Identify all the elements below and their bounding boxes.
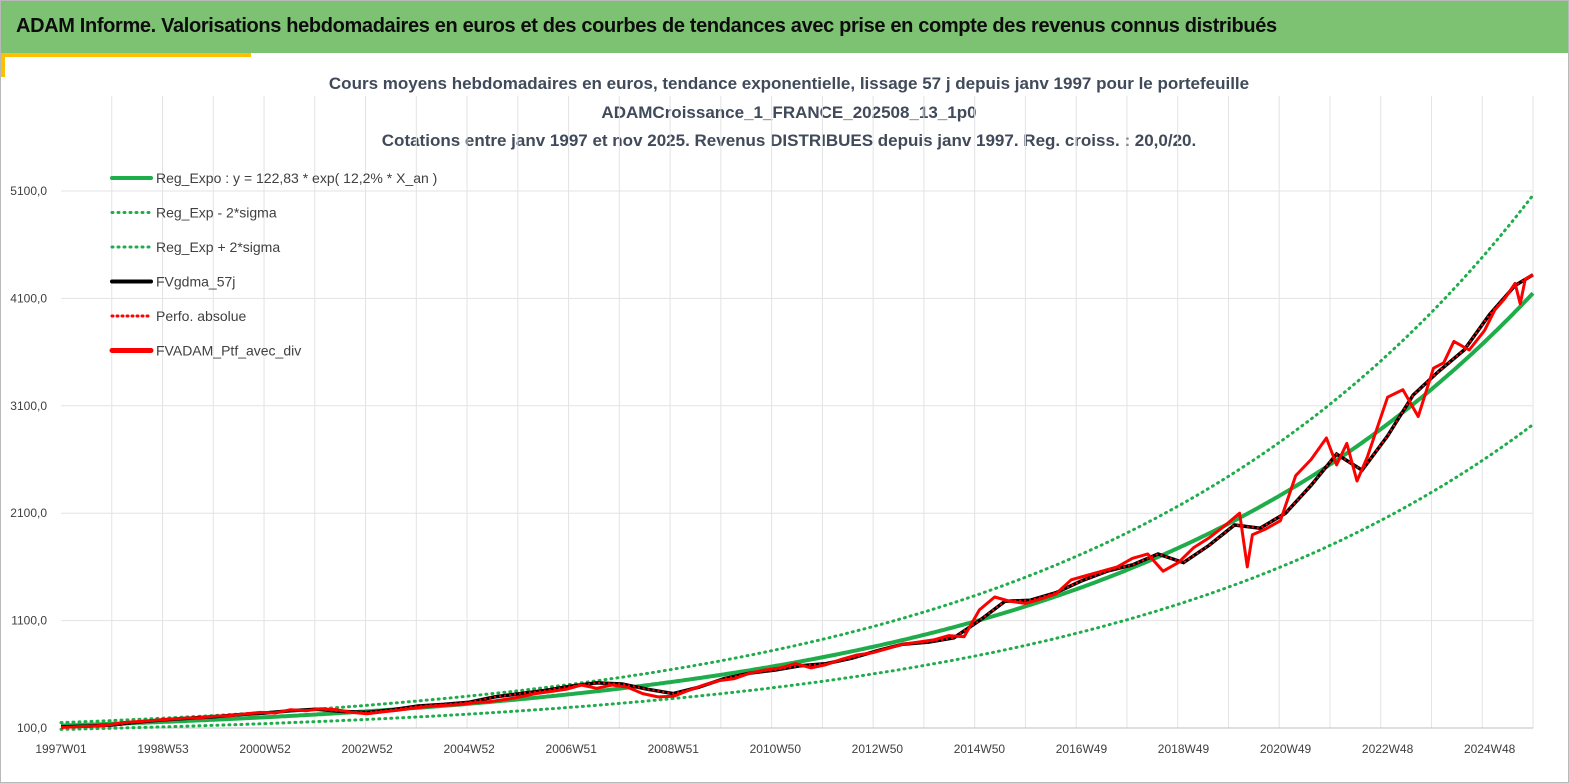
legend-label: FVADAM_Ptf_avec_div [156,343,301,359]
series-fvadam-line [60,273,1534,729]
x-tick-label: 2000W52 [239,742,291,756]
x-tick-label: 2020W49 [1260,742,1312,756]
chart-title: Cours moyens hebdomadaires en euros, ten… [329,74,1249,150]
x-tick-label: 2004W52 [443,742,495,756]
trend-line [61,291,1535,728]
chart-title-line-1: Cours moyens hebdomadaires en euros, ten… [329,74,1249,93]
y-tick-label: 2100,0 [10,506,47,520]
x-tick-label: 1997W01 [35,742,87,756]
chart-title-line-2: ADAMCroissance_1_FRANCE_202508_13_1p0 [601,103,976,122]
y-tick-label: 1100,0 [11,614,47,628]
trend-lower-line [59,423,1535,731]
x-tick-label: 2018W49 [1158,742,1210,756]
plot-area [59,193,1535,731]
chart-title-line-3: Cotations entre janv 1997 et nov 2025. R… [382,131,1196,150]
x-tick-label: 2024W48 [1464,742,1516,756]
header-banner: ADAM Informe. Valorisations hebdomadaire… [1,1,1568,53]
x-axis: 1997W01 1998W53 2000W52 2002W52 2004W52 2006W… [35,742,1515,756]
x-tick-label: 2008W51 [648,742,700,756]
legend: Reg_Expo : y = 122,83 * exp( 12,2% * X_a… [109,170,437,359]
banner-title: ADAM Informe. Valorisations hebdomadaire… [16,15,1277,37]
y-tick-label: 3100,0 [10,399,47,413]
y-axis: 100,0 1100,0 2100,0 3100,0 4100,0 5100,0 [10,184,47,735]
x-tick-label: 2014W50 [954,742,1006,756]
x-tick-label: 1998W53 [137,742,189,756]
legend-label: FVgdma_57j [156,274,235,290]
legend-label: Reg_Exp - 2*sigma [156,205,277,221]
x-tick-label: 2002W52 [341,742,393,756]
legend-label: Perfo. absolue [156,308,246,324]
legend-label: Reg_Expo : y = 122,83 * exp( 12,2% * X_a… [156,170,437,186]
y-tick-label: 5100,0 [10,184,47,198]
gridlines [61,96,1534,729]
y-tick-label: 4100,0 [10,291,47,305]
accent-bar [1,53,251,57]
x-tick-label: 2022W48 [1362,742,1414,756]
x-tick-label: 2016W49 [1056,742,1108,756]
legend-label: Reg_Exp + 2*sigma [156,239,280,255]
x-tick-label: 2010W50 [750,742,802,756]
x-tick-label: 2006W51 [546,742,598,756]
y-tick-label: 100,0 [17,721,47,735]
x-tick-label: 2012W50 [852,742,904,756]
accent-edge [1,53,5,77]
